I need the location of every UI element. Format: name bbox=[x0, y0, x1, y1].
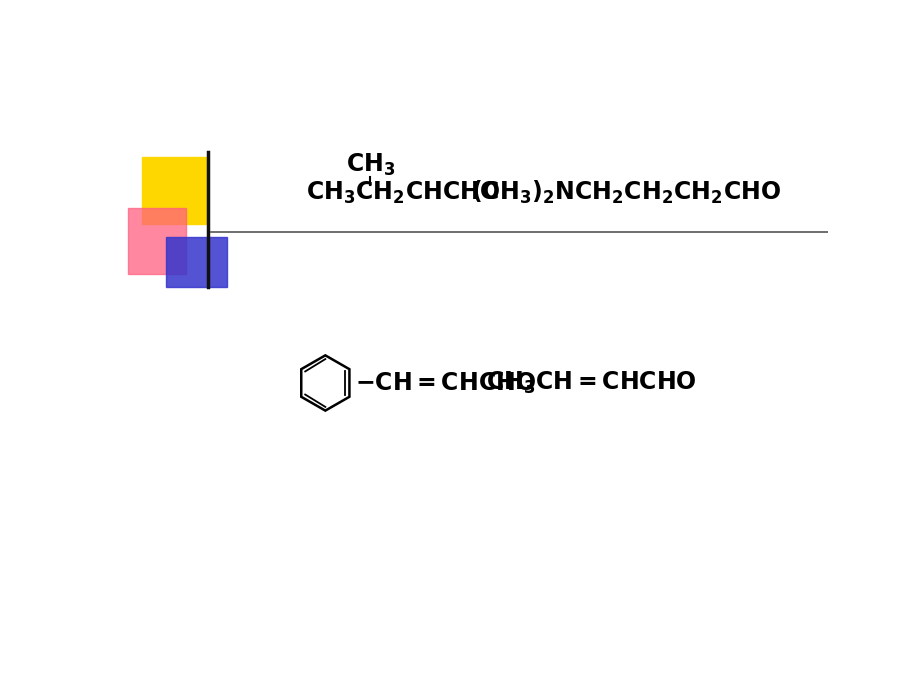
Bar bbox=[166, 237, 227, 287]
Text: $\mathbf{CH_3CH{=}CHCHO}$: $\mathbf{CH_3CH{=}CHCHO}$ bbox=[485, 370, 696, 396]
Text: $\mathbf{CH_3CH_2CHCHO}$: $\mathbf{CH_3CH_2CHCHO}$ bbox=[306, 179, 500, 206]
Text: $\mathbf{-CH{=}CHCHO}$: $\mathbf{-CH{=}CHCHO}$ bbox=[354, 371, 535, 395]
Text: $\mathbf{(CH_3)_2NCH_2CH_2CH_2CHO}$: $\mathbf{(CH_3)_2NCH_2CH_2CH_2CHO}$ bbox=[471, 179, 781, 206]
Bar bbox=[128, 208, 186, 274]
Bar bbox=[142, 157, 208, 224]
Text: $\mathbf{CH_3}$: $\mathbf{CH_3}$ bbox=[346, 152, 394, 178]
